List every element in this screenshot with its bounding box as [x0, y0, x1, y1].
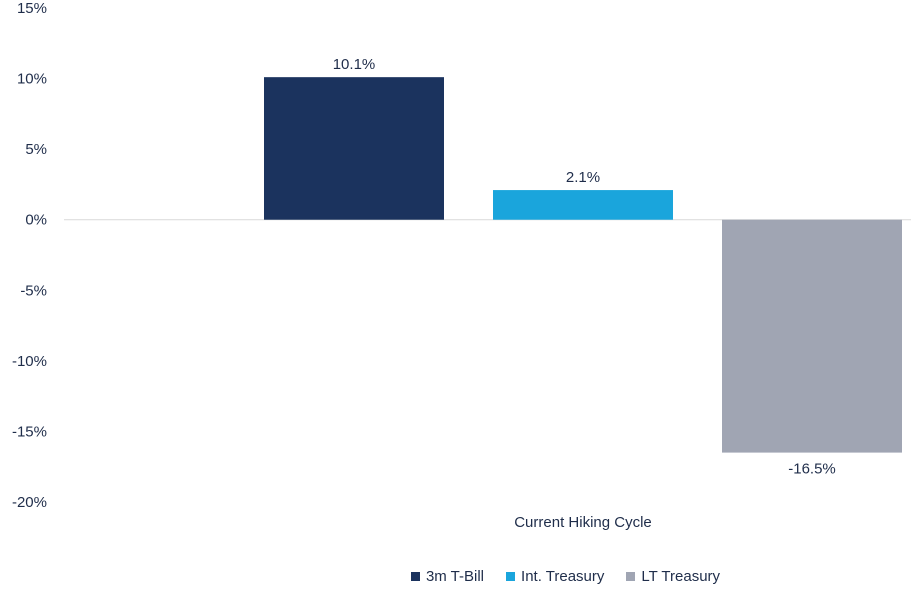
data-label: 2.1%	[566, 169, 600, 186]
legend-item-3m-t-bill: 3m T-Bill	[410, 568, 485, 585]
legend: 3m T-Bill Int. Treasury LT Treasury	[0, 568, 911, 585]
category-label: Current Hiking Cycle	[514, 514, 652, 531]
data-label: -16.5%	[788, 461, 836, 478]
data-labels-group: 10.1% 2.1% -16.5%	[333, 56, 836, 477]
y-tick-label: 5%	[25, 141, 47, 158]
y-axis: 15% 10% 5% 0% -5% -10% -15% -20%	[12, 0, 47, 511]
bar-int-treasury	[493, 190, 673, 220]
y-tick-label: -10%	[12, 353, 47, 370]
bar-lt-treasury	[722, 219, 902, 453]
y-tick-label: 15%	[17, 0, 47, 17]
bars-group	[264, 77, 902, 453]
legend-label: Int. Treasury	[521, 568, 605, 585]
legend-item-lt-treasury: LT Treasury	[626, 568, 720, 585]
legend-item-int-treasury: Int. Treasury	[506, 568, 604, 585]
legend-label: 3m T-Bill	[425, 568, 485, 585]
legend-label: LT Treasury	[641, 568, 721, 585]
legend-swatch	[506, 572, 516, 581]
data-label: 10.1%	[333, 56, 376, 73]
legend-swatch	[410, 572, 420, 581]
legend-swatch	[626, 572, 636, 581]
y-tick-label: -15%	[12, 423, 47, 440]
y-tick-label: -5%	[20, 282, 47, 299]
y-tick-label: 0%	[25, 212, 47, 229]
y-tick-label: 10%	[17, 71, 47, 88]
y-tick-label: -20%	[12, 494, 47, 511]
bar-3m-t-bill	[264, 77, 444, 220]
